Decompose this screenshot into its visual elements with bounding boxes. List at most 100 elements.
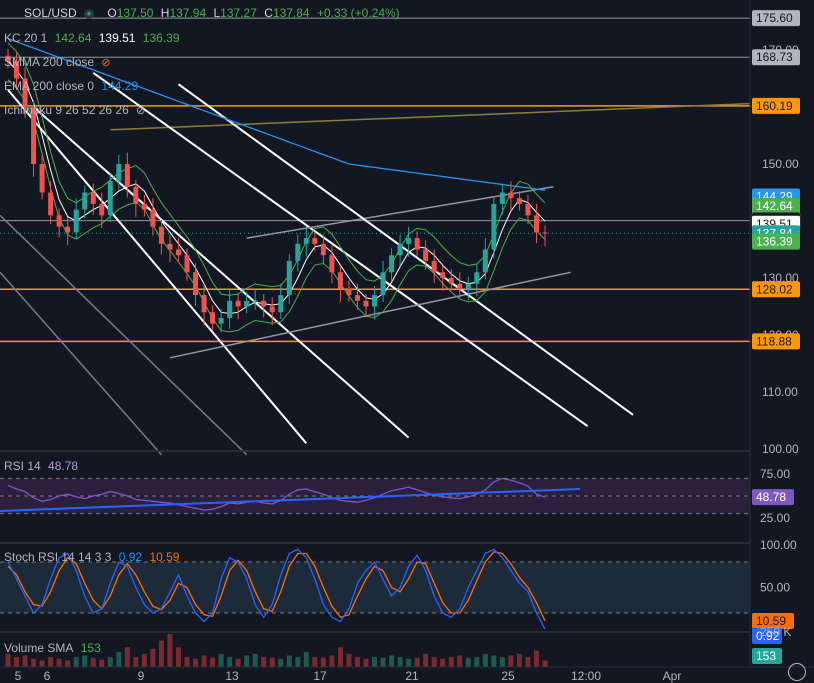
hidden-eye-icon[interactable]: ⊘ [101, 57, 111, 69]
volume-bar [295, 657, 301, 667]
candle-body [73, 209, 79, 233]
descending-white-3 [92, 71, 589, 428]
candle-body [201, 295, 207, 313]
volume-bar [320, 657, 326, 667]
volume-bar [363, 658, 369, 667]
price-axis[interactable]: 170.00150.00140.00130.00120.00110.00100.… [749, 0, 814, 683]
chart-settings-icon[interactable] [788, 663, 806, 681]
ichimoku-legend[interactable]: Ichimoku 9 26 52 26 26 ⊘ [4, 102, 149, 119]
price-label-badge [752, 333, 800, 350]
volume-bar [82, 655, 88, 667]
volume-legend[interactable]: Volume SMA 153 [4, 640, 105, 656]
price-tick: 110.00 [762, 385, 798, 399]
stoch-k-badge [752, 627, 782, 644]
candle-body [278, 295, 284, 313]
market-status-icon: ● [84, 8, 95, 19]
volume-label: Volume SMA [4, 641, 74, 655]
time-label: 9 [138, 669, 145, 683]
time-label: 6 [44, 669, 51, 683]
time-axis[interactable]: 5 6 9 13 17 21 25 12:00 Apr [0, 666, 814, 683]
candle-body [184, 255, 190, 273]
kc-mid-value: 139.51 [98, 31, 136, 45]
candle-body [312, 238, 318, 244]
stoch-rsi-pane[interactable] [0, 542, 814, 630]
candle-body [542, 232, 548, 234]
time-label: 17 [313, 669, 327, 683]
volume-value-text: 153 [756, 649, 776, 663]
candle-body [516, 198, 522, 204]
candle-body [372, 295, 378, 307]
volume-bar [210, 657, 216, 667]
candle-body [22, 78, 28, 107]
volume-bar [65, 660, 71, 667]
candle-body [252, 300, 258, 302]
kc-lower-value: 136.39 [142, 31, 180, 45]
volume-bar [465, 657, 471, 667]
candle-body [116, 164, 122, 182]
volume-bar [116, 652, 122, 667]
volume-bar [533, 650, 539, 667]
volume-bar [252, 653, 258, 667]
candle-body [244, 300, 250, 307]
kc-mid-line [7, 61, 546, 315]
candle-body [210, 312, 216, 324]
volume-bar [337, 647, 343, 667]
candle-body [99, 203, 105, 216]
time-axis-bg [0, 667, 814, 683]
ema-value: 144.29 [101, 79, 139, 93]
price-label-text: 128.02 [756, 282, 793, 296]
rsi-legend[interactable]: RSI 14 48.78 [4, 458, 82, 474]
price-label-badge [752, 10, 800, 27]
candle-body [167, 243, 173, 250]
stoch-legend[interactable]: Stoch RSI 14 14 3 3 0.92 10.59 [4, 549, 183, 565]
hidden-eye-icon-2[interactable]: ⊘ [136, 105, 146, 117]
volume-pane[interactable] [0, 631, 814, 667]
rsi-tick: 25.00 [760, 511, 790, 525]
kc-legend[interactable]: KC 20 1 142.64 139.51 136.39 [4, 30, 184, 46]
candle-body [320, 243, 326, 256]
ichimoku-label: Ichimoku 9 26 52 26 26 [4, 103, 129, 117]
candle-body [448, 278, 454, 284]
candle-body [90, 192, 96, 204]
candle-body [286, 260, 292, 296]
ema-legend[interactable]: EMA 200 close 0 144.29 [4, 78, 142, 94]
stoch-d-text: 10.59 [756, 614, 786, 628]
candle-body [397, 243, 403, 256]
time-label: 13 [225, 669, 239, 683]
volume-bar [175, 647, 181, 667]
volume-bar [372, 657, 378, 667]
price-label-text: 160.19 [756, 99, 793, 113]
candle-body [65, 226, 71, 233]
descending-white-2 [32, 106, 410, 439]
symbol-title[interactable]: SOL/USD [24, 6, 77, 20]
rsi-value: 48.78 [48, 459, 79, 473]
volume-tick: 250 K [760, 625, 791, 639]
volume-bar [39, 660, 45, 667]
volume-bar [167, 634, 173, 667]
smma-legend[interactable]: SMMA 200 close ⊘ [4, 54, 115, 71]
low-value: 137.27 [220, 6, 257, 20]
volume-bar [235, 658, 241, 667]
volume-bar [31, 658, 37, 667]
kc-label: KC 20 1 [4, 31, 48, 45]
candle-body [354, 295, 360, 301]
candle-body [389, 255, 395, 273]
volume-value: 153 [80, 641, 101, 655]
candle-body [406, 238, 412, 244]
candle-body [525, 203, 531, 216]
candle-body [491, 203, 497, 250]
volume-bar [124, 647, 130, 667]
volume-bar [329, 655, 335, 667]
stoch-k-value: 0.92 [118, 550, 143, 564]
volume-bar [48, 657, 54, 667]
ema-200-line [7, 37, 546, 191]
main-price-pane[interactable] [0, 0, 751, 456]
price-label-text: 118.88 [756, 334, 792, 348]
rsi-pane[interactable] [0, 450, 814, 515]
price-label-badge [752, 233, 800, 250]
stoch-d-badge [752, 612, 794, 629]
volume-bar [5, 653, 11, 667]
volume-bar [261, 657, 267, 667]
volume-bar [423, 653, 429, 667]
